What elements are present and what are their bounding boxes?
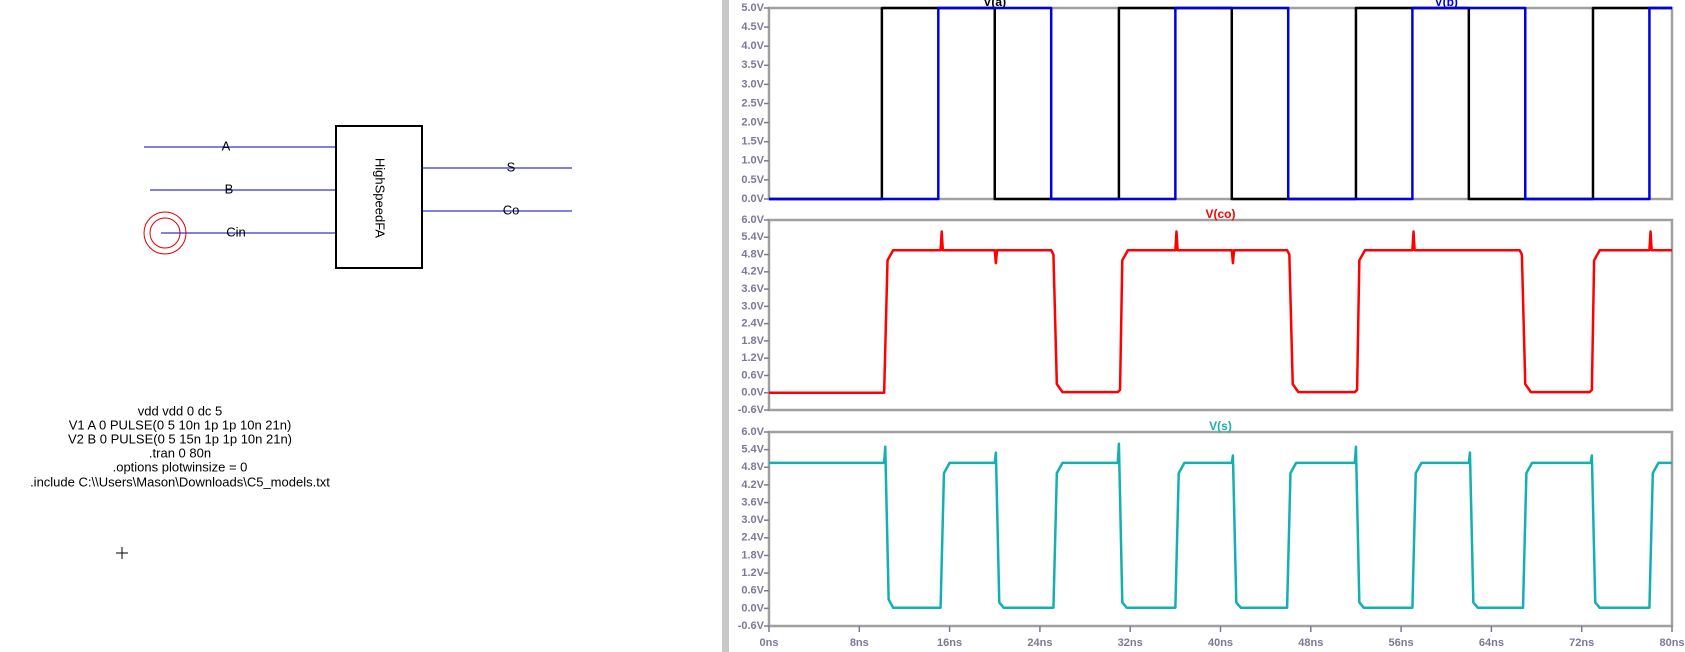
directive: .options plotwinsize = 0: [113, 459, 248, 474]
x-tick-label: 72ns: [1569, 637, 1594, 649]
y-tick-label: 3.0V: [741, 300, 764, 312]
y-tick-label: 2.0V: [741, 117, 764, 129]
y-tick-label: 3.6V: [741, 283, 764, 295]
plot-frame: [767, 218, 1674, 412]
y-tick-label: 0.6V: [741, 369, 764, 381]
y-tick-label: 0.0V: [741, 387, 764, 399]
plot-frame: [767, 430, 1674, 628]
x-tick-label: 24ns: [1027, 637, 1052, 649]
x-tick-label: 48ns: [1298, 637, 1323, 649]
y-tick-label: 0.0V: [741, 602, 764, 614]
y-tick-label: 5.4V: [741, 444, 764, 456]
y-tick-label: 6.0V: [741, 214, 764, 226]
trace-label: V(s): [1209, 419, 1232, 433]
y-tick-label: 1.2V: [741, 352, 764, 364]
x-tick-label: 0ns: [760, 637, 779, 649]
y-tick-label: 3.0V: [741, 514, 764, 526]
y-tick-label: 3.6V: [741, 496, 764, 508]
directive: V1 A 0 PULSE(0 5 10n 1p 1p 10n 21n): [69, 417, 292, 432]
x-tick-label: 16ns: [937, 637, 962, 649]
y-tick-label: 1.8V: [741, 549, 764, 561]
directive: .include C:\\Users\Mason\Downloads\C5_mo…: [30, 474, 330, 489]
y-tick-label: 4.5V: [741, 21, 764, 33]
y-tick-label: 4.8V: [741, 461, 764, 473]
x-tick-label: 56ns: [1389, 637, 1414, 649]
y-tick-label: 6.0V: [741, 426, 764, 438]
y-tick-label: 1.5V: [741, 136, 764, 148]
component-box[interactable]: [335, 125, 423, 269]
plot-frame: [767, 6, 1674, 201]
directive: vdd vdd 0 dc 5: [138, 403, 223, 418]
pane-divider: [722, 0, 729, 652]
y-tick-label: 2.4V: [741, 532, 764, 544]
net-label: Co: [503, 202, 520, 217]
y-tick-label: 0.0V: [741, 193, 764, 205]
y-tick-label: 1.0V: [741, 155, 764, 167]
trace: [769, 442, 1672, 610]
y-tick-label: 4.2V: [741, 266, 764, 278]
trace-label: V(co): [1206, 207, 1236, 221]
net-label: Cin: [226, 224, 246, 239]
y-tick-label: 0.6V: [741, 585, 764, 597]
y-tick-label: 4.8V: [741, 248, 764, 260]
y-tick-label: 0.5V: [741, 174, 764, 186]
x-tick-label: 80ns: [1659, 637, 1684, 649]
y-tick-label: 2.4V: [741, 318, 764, 330]
trace-label: V(b): [1435, 0, 1458, 9]
x-tick-label: 32ns: [1118, 637, 1143, 649]
net-label: A: [222, 138, 231, 153]
directive: .tran 0 80n: [149, 445, 211, 460]
x-tick-label: 40ns: [1208, 637, 1233, 649]
x-tick-label: 64ns: [1479, 637, 1504, 649]
y-tick-label: 3.0V: [741, 78, 764, 90]
y-tick-label: 3.5V: [741, 59, 764, 71]
probe-circle[interactable]: [149, 217, 181, 249]
trace: [769, 6, 1672, 201]
schematic: HighSpeedFA A B Cin S Co vdd vdd 0 dc 5 …: [30, 125, 572, 559]
trace: [769, 230, 1672, 394]
y-tick-label: -0.6V: [738, 620, 765, 632]
net-label: B: [225, 181, 234, 196]
y-tick-label: 5.4V: [741, 231, 764, 243]
directive: V2 B 0 PULSE(0 5 15n 1p 1p 10n 21n): [68, 431, 292, 446]
y-tick-label: 1.2V: [741, 567, 764, 579]
component-label: HighSpeedFA: [373, 158, 388, 239]
y-tick-label: 2.5V: [741, 97, 764, 109]
x-tick-label: 8ns: [850, 637, 869, 649]
y-tick-label: -0.6V: [738, 404, 765, 416]
y-tick-label: 1.8V: [741, 335, 764, 347]
schematic-pane: [0, 0, 722, 652]
y-tick-label: 4.0V: [741, 40, 764, 52]
trace-label: V(a): [983, 0, 1006, 9]
y-tick-label: 4.2V: [741, 479, 764, 491]
y-tick-label: 5.0V: [741, 2, 764, 14]
net-label: S: [507, 159, 516, 174]
probe-circle[interactable]: [143, 211, 187, 255]
